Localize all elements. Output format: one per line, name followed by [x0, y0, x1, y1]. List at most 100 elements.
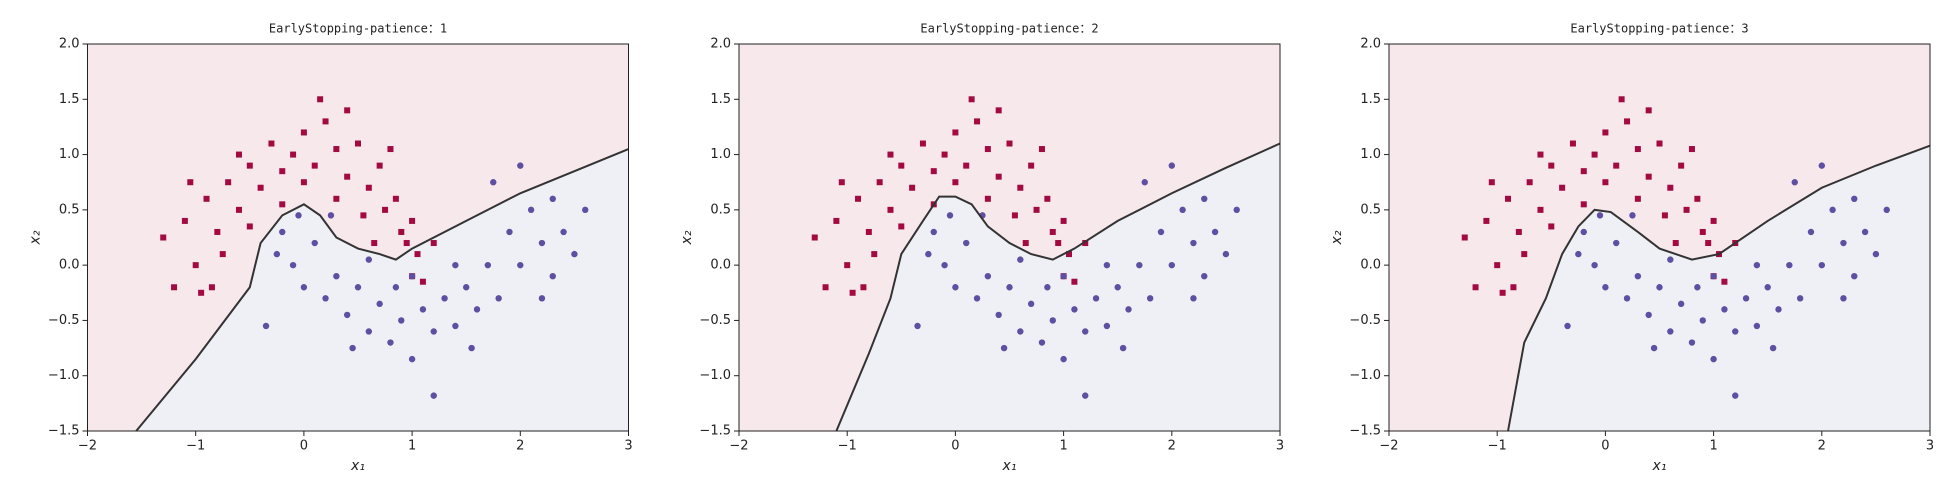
subplot: −2 −1 0 1 2 3 −1.5 −1.0 −0.5 0.0 0.5 1.0 1.5 2.0 Early…	[28, 22, 633, 475]
point	[1190, 295, 1197, 302]
point	[344, 107, 351, 114]
point	[1499, 289, 1506, 296]
point	[898, 162, 905, 169]
point	[952, 129, 959, 136]
point	[946, 212, 954, 219]
point	[1602, 129, 1609, 136]
point	[382, 206, 389, 213]
y-tick-label: −0.5	[699, 313, 731, 328]
point	[490, 179, 497, 186]
region-below	[136, 149, 629, 432]
point	[300, 179, 307, 186]
point	[1618, 96, 1625, 103]
point	[1201, 273, 1208, 280]
point	[327, 212, 335, 219]
y-tick-label: 0.0	[710, 258, 731, 273]
region-above	[1389, 44, 1930, 431]
point	[941, 261, 948, 269]
point	[855, 195, 862, 202]
point	[582, 206, 589, 214]
point	[1667, 256, 1674, 263]
point	[538, 295, 546, 302]
point	[376, 162, 383, 169]
point	[571, 250, 578, 258]
point	[398, 317, 405, 324]
point	[898, 223, 905, 230]
point	[1840, 295, 1847, 302]
point	[1705, 240, 1712, 247]
region-above	[739, 44, 1280, 431]
point	[1699, 317, 1706, 324]
y-tick-label: −1.0	[48, 368, 80, 383]
point	[1146, 295, 1154, 302]
point	[365, 184, 372, 191]
point	[360, 212, 367, 219]
point	[995, 173, 1002, 180]
point	[1017, 328, 1024, 335]
point	[1071, 306, 1078, 313]
point	[187, 179, 194, 186]
point	[392, 195, 399, 202]
point	[468, 344, 475, 352]
point	[246, 162, 253, 169]
x-tick-label: −1	[186, 439, 205, 454]
point	[1688, 146, 1695, 153]
axes-frame	[738, 43, 1281, 432]
x-tick-label: −2	[1379, 439, 1398, 454]
point	[273, 250, 281, 258]
point	[473, 306, 481, 313]
point	[1764, 284, 1771, 291]
point	[974, 118, 981, 125]
point	[1103, 322, 1111, 330]
point	[1044, 195, 1051, 202]
x-axis-label: x₁	[1652, 458, 1667, 474]
x-tick-label: 0	[300, 439, 308, 454]
y-tick-label: 2.0	[59, 37, 80, 52]
point	[208, 284, 215, 291]
x-tick-label: 1	[1059, 439, 1067, 454]
point	[262, 322, 270, 330]
point	[463, 284, 470, 291]
point	[1006, 140, 1013, 147]
y-tick-label: −1.5	[699, 424, 731, 439]
point	[398, 228, 405, 235]
point	[1537, 206, 1544, 213]
point	[290, 151, 297, 158]
y-tick-label: 1.0	[1360, 147, 1381, 162]
point	[549, 195, 556, 202]
point	[1818, 261, 1826, 269]
point	[392, 284, 400, 291]
point	[1168, 162, 1176, 169]
point	[1060, 273, 1067, 280]
x-tick-label: 3	[624, 439, 632, 454]
point	[1049, 317, 1056, 324]
point	[1667, 328, 1674, 335]
point	[257, 184, 264, 191]
point	[1818, 162, 1826, 169]
point	[1775, 306, 1782, 313]
point	[1580, 201, 1587, 208]
point	[1033, 206, 1040, 213]
point	[279, 201, 286, 208]
y-tick-label: −1.5	[48, 424, 80, 439]
point	[1211, 228, 1219, 236]
x-tick-label: −1	[1488, 439, 1507, 454]
point	[1157, 228, 1165, 236]
point	[387, 339, 394, 346]
x-axis-label: x₁	[1002, 458, 1017, 474]
point	[1092, 295, 1100, 302]
x-tick-label: 2	[1168, 439, 1176, 454]
point	[1634, 195, 1641, 202]
point	[1049, 228, 1056, 235]
point	[300, 284, 308, 291]
y-tick-label: −1.5	[1349, 424, 1381, 439]
point	[192, 262, 199, 269]
point	[1082, 392, 1089, 399]
point	[1190, 239, 1197, 247]
point	[1861, 228, 1869, 236]
point	[1753, 322, 1761, 330]
point	[1179, 206, 1186, 214]
point	[930, 168, 937, 175]
point	[833, 217, 840, 224]
